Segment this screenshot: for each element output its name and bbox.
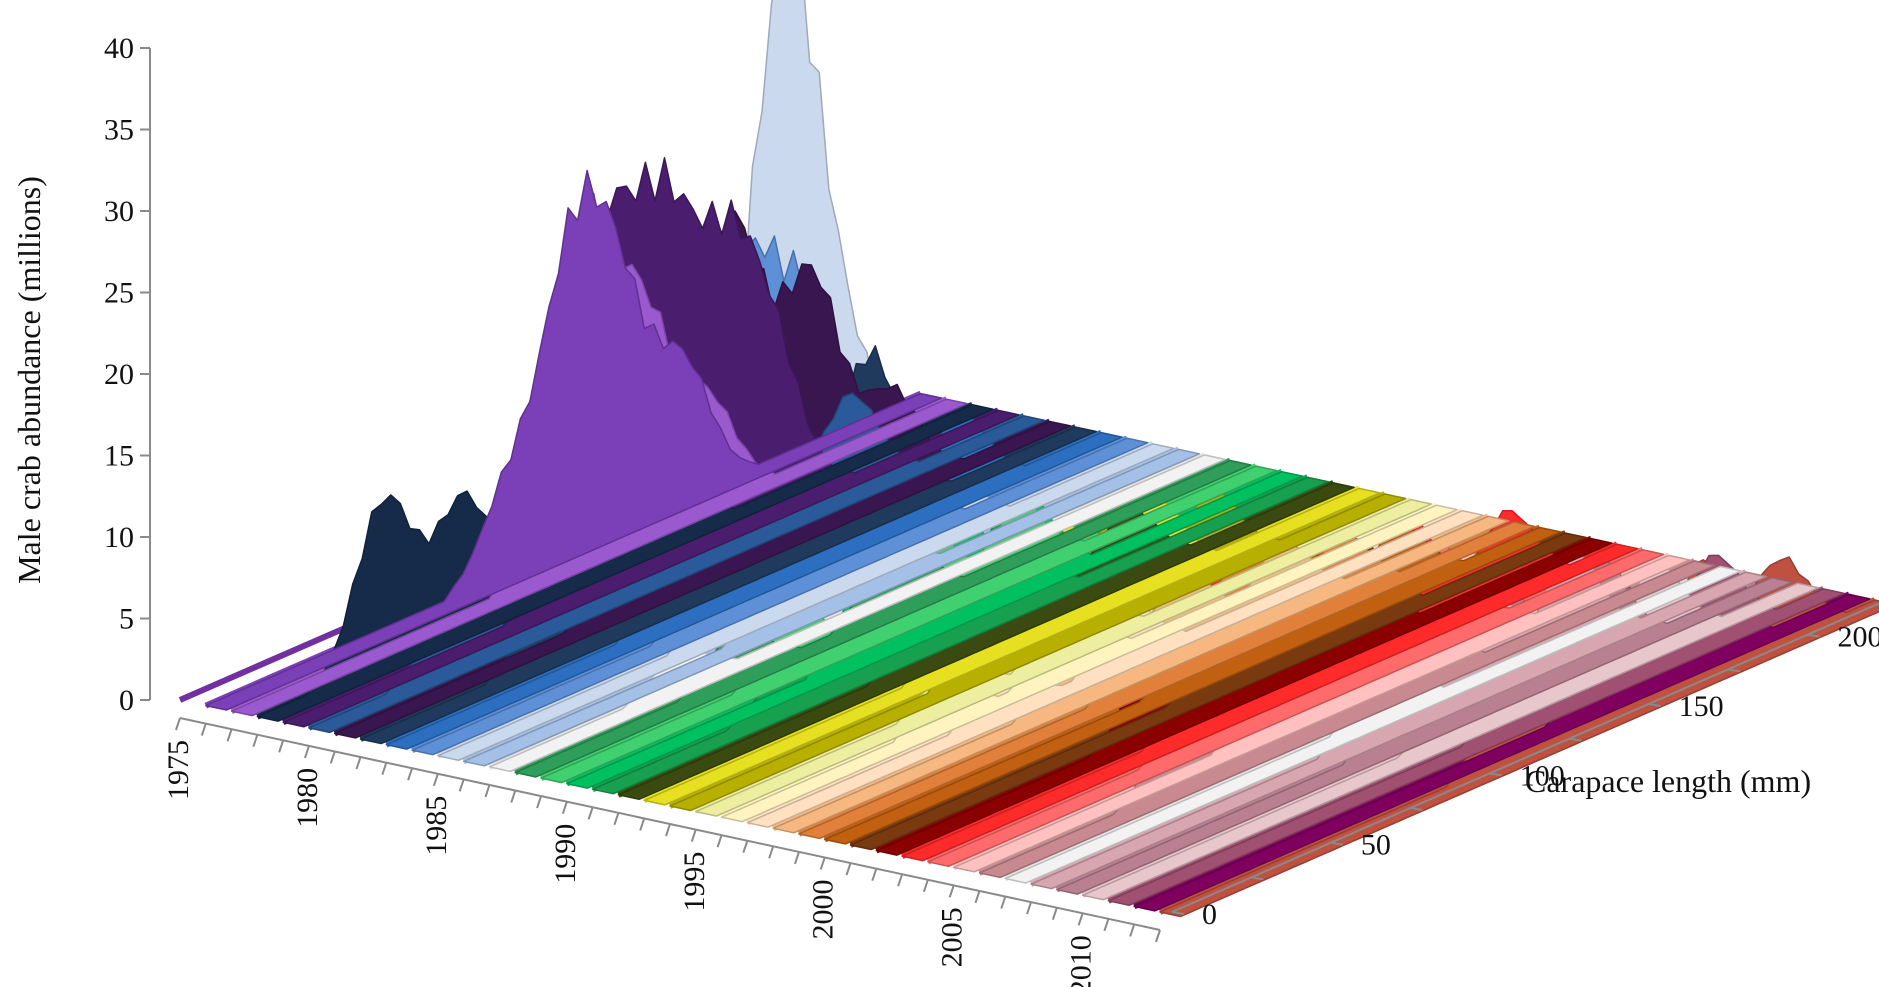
- x-tick-mark: [175, 717, 181, 731]
- y-tick-mark: [1251, 876, 1264, 881]
- surface-1994: [669, 486, 1407, 812]
- z-tick-label: 30: [104, 195, 134, 228]
- y-tick-mark: [1727, 668, 1741, 673]
- surface-1998: [772, 515, 1510, 834]
- y-axis-line: [1171, 602, 1879, 913]
- y-tick-mark: [1569, 737, 1582, 742]
- surface-1992: [617, 482, 1355, 801]
- y-axis-title: Carapace length (mm): [1525, 763, 1811, 799]
- x-tick-mark: [768, 845, 775, 859]
- z-tick-label: 25: [104, 277, 134, 310]
- x-tick-mark: [1000, 896, 1007, 909]
- z-tick-label: 15: [104, 440, 134, 473]
- y-tick-label: 100: [1520, 759, 1565, 792]
- x-tick-mark: [871, 868, 878, 881]
- z-tick-label: 35: [104, 114, 134, 147]
- x-tick-mark: [510, 790, 517, 803]
- x-tick-mark: [407, 767, 414, 781]
- z-tick-label: 20: [104, 358, 134, 391]
- x-tick-mark: [381, 762, 388, 775]
- y-tick-mark: [1171, 911, 1185, 915]
- y-tick-mark: [1807, 633, 1820, 638]
- x-tick-mark: [639, 818, 646, 831]
- x-tick-mark: [819, 857, 826, 870]
- z-tick-label: 0: [119, 684, 134, 717]
- z-tick-label: 40: [104, 32, 134, 65]
- x-tick-mark: [948, 885, 955, 898]
- x-tick-mark: [587, 806, 594, 820]
- x-tick-mark: [355, 756, 362, 770]
- x-tick-mark: [793, 851, 800, 865]
- x-tick-mark: [613, 812, 620, 826]
- x-tick-mark: [432, 773, 439, 787]
- x-tick-mark: [536, 795, 543, 809]
- y-tick-mark: [1489, 772, 1502, 777]
- x-tick-mark: [897, 873, 904, 887]
- x-tick-mark: [278, 739, 285, 753]
- x-tick-mark: [1026, 901, 1033, 915]
- surface-2005: [952, 541, 1691, 873]
- x-tick-mark: [303, 745, 310, 759]
- x-tick-mark: [845, 862, 852, 876]
- y-tick-label: 50: [1361, 829, 1391, 862]
- x-tick-mark: [484, 784, 491, 798]
- x-tick-label: 2010: [1065, 935, 1098, 987]
- x-tick-label: 1985: [420, 796, 453, 856]
- x-tick-mark: [1103, 918, 1110, 932]
- surface-series: [205, 0, 1879, 918]
- y-tick-label: 150: [1679, 690, 1724, 723]
- x-tick-mark: [200, 723, 207, 736]
- x-tick-mark: [329, 751, 336, 764]
- x-tick-mark: [690, 829, 697, 842]
- y-tick-label: 0: [1202, 898, 1217, 931]
- x-tick-mark: [742, 840, 749, 854]
- x-tick-mark: [974, 890, 981, 904]
- x-tick-mark: [226, 728, 233, 742]
- surface-2001: [849, 532, 1587, 851]
- surface-1986: [462, 448, 1201, 767]
- x-tick-mark: [665, 823, 671, 837]
- surface-2000: [823, 520, 1562, 845]
- z-tick-label: 5: [119, 603, 134, 636]
- x-tick-label: 1980: [291, 768, 324, 828]
- x-tick-mark: [1077, 912, 1084, 926]
- surface-1999: [798, 521, 1536, 840]
- y-tick-mark: [1410, 807, 1423, 811]
- x-tick-mark: [922, 879, 929, 893]
- x-tick-label: 2005: [936, 907, 969, 967]
- x-tick-mark: [1155, 929, 1161, 943]
- surface-1976: [205, 169, 943, 711]
- y-tick-mark: [1330, 841, 1344, 846]
- x-tick-label: 2000: [807, 880, 840, 940]
- y-tick-label: 200: [1838, 621, 1879, 654]
- x-tick-mark: [561, 801, 568, 815]
- z-tick-label: 10: [104, 521, 134, 554]
- x-tick-mark: [458, 779, 465, 792]
- x-tick-label: 1990: [549, 824, 582, 884]
- x-tick-mark: [1051, 907, 1058, 921]
- y-tick-mark: [1648, 703, 1661, 707]
- x-tick-mark: [252, 734, 259, 748]
- x-tick-mark: [716, 834, 723, 848]
- z-axis-title: Male crab abundance (millions): [11, 176, 47, 584]
- x-tick-label: 1975: [162, 740, 195, 800]
- x-tick-mark: [1129, 924, 1136, 937]
- surface-1993: [643, 487, 1381, 806]
- x-tick-label: 1995: [678, 852, 711, 912]
- surface-2007: [1004, 565, 1742, 884]
